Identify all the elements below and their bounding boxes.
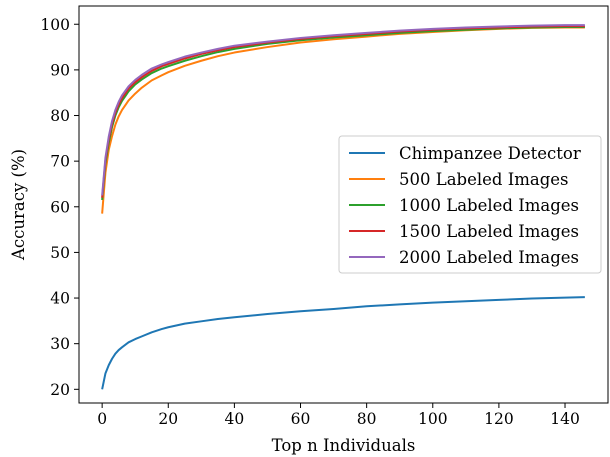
legend: Chimpanzee Detector 500 Labeled Images 100… [338,135,602,274]
legend-label-4: 2000 Labeled Images [399,248,579,267]
y-tick-label-3: 50 [50,244,70,262]
y-tick-label-8: 100 [40,16,70,34]
x-axis-label: Top n Individuals [272,436,416,455]
series-line-2 [101,25,585,201]
series-line-4 [101,24,585,196]
legend-label-1: 500 Labeled Images [399,170,569,189]
x-tick-label-3: 60 [291,410,311,428]
y-tick-label-4: 60 [50,198,70,216]
y-tick-label-2: 40 [50,290,70,308]
y-tick-label-7: 90 [50,61,70,79]
legend-label-0: Chimpanzee Detector [399,144,581,163]
series-line-0 [101,296,585,390]
axes-frame [78,5,609,404]
y-axis-label: Accuracy (%) [9,149,28,261]
legend-label-3: 1500 Labeled Images [399,222,579,241]
y-tick-label-1: 30 [50,335,70,353]
legend-label-2: 1000 Labeled Images [399,196,579,215]
x-tick-label-7: 140 [550,410,580,428]
y-tick-label-5: 70 [50,153,70,171]
legend-box [338,135,602,274]
series-layer [101,24,585,390]
tick-layer: 0 20 40 60 80 100 120 140 20 30 40 50 60 70 80 90 100 [40,16,579,428]
x-tick-label-0: 0 [97,410,107,428]
x-tick-label-5: 100 [418,410,448,428]
x-tick-label-1: 20 [158,410,178,428]
y-tick-label-0: 20 [50,381,70,399]
x-tick-label-6: 120 [484,410,514,428]
x-tick-label-2: 40 [225,410,245,428]
y-tick-label-6: 80 [50,107,70,125]
x-tick-label-4: 80 [357,410,377,428]
